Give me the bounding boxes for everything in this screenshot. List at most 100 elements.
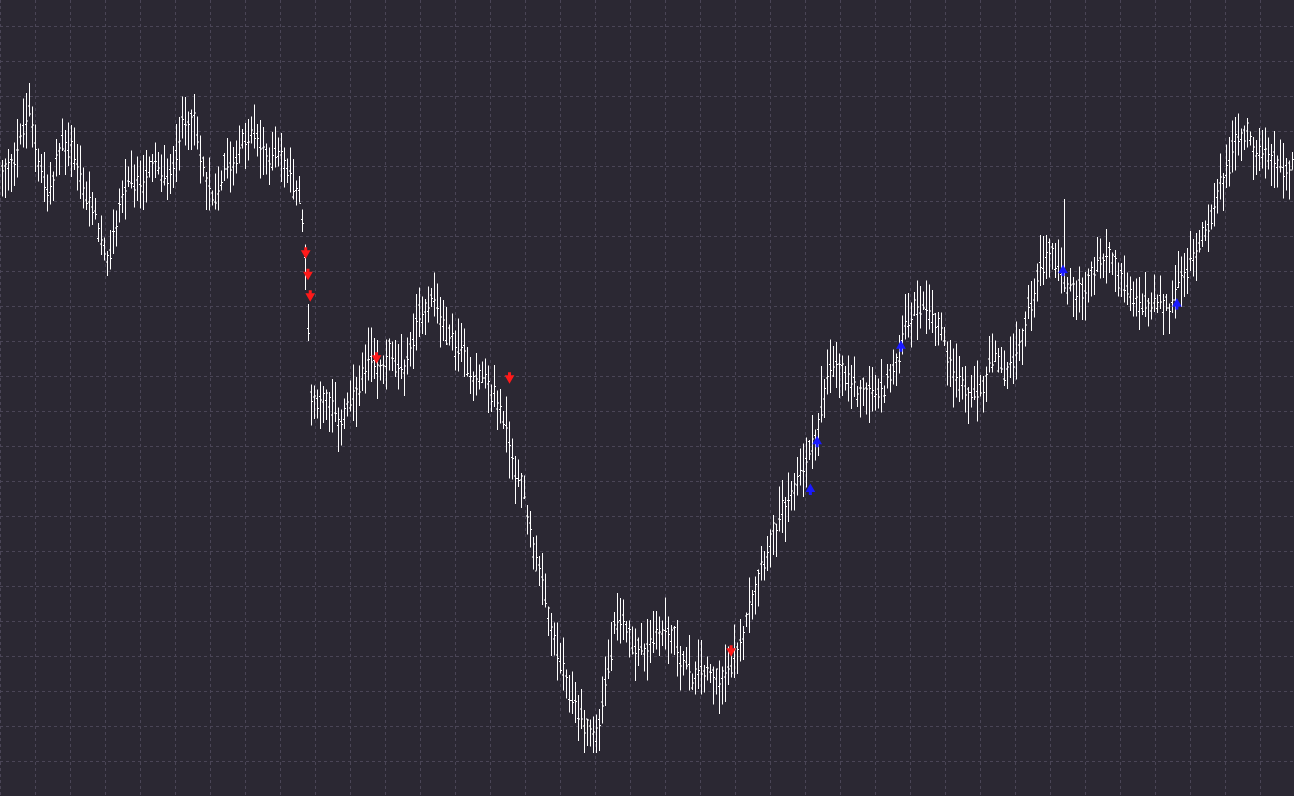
ohlc-bar: [700, 640, 703, 695]
ohlc-bar: [1069, 267, 1072, 292]
ohlc-bar: [37, 148, 40, 182]
ohlc-bar: [424, 299, 427, 336]
ohlc-bar: [268, 147, 271, 186]
ohlc-bar: [151, 154, 154, 182]
ohlc-bar: [358, 365, 361, 406]
ohlc-bar: [967, 386, 970, 424]
ohlc-bar: [397, 343, 400, 390]
ohlc-bar: [1045, 235, 1048, 280]
ohlc-bar: [388, 338, 391, 371]
ohlc-bar: [1024, 311, 1027, 347]
ohlc-bar: [205, 172, 208, 210]
ohlc-bar: [1126, 272, 1129, 305]
ohlc-bar: [367, 327, 370, 381]
ohlc-bar: [964, 365, 967, 413]
ohlc-bar: [1105, 228, 1108, 284]
ohlc-bar: [439, 297, 442, 348]
ohlc-bar: [337, 407, 340, 453]
ohlc-bar: [823, 379, 826, 419]
ohlc-bar: [481, 361, 484, 384]
ohlc-bar: [709, 663, 712, 683]
ohlc-bar: [145, 150, 148, 203]
ohlc-bar: [106, 250, 109, 276]
ohlc-bar: [343, 398, 346, 429]
ohlc-bar: [721, 666, 724, 705]
ohlc-bar: [292, 158, 295, 200]
ohlc-bar: [928, 284, 931, 330]
ohlc-bar: [1213, 183, 1216, 227]
ohlc-bars: [1, 83, 1294, 753]
ohlc-bar: [874, 375, 877, 411]
ohlc-bar: [1090, 261, 1093, 297]
ohlc-bar: [1282, 143, 1285, 199]
ohlc-bar: [667, 616, 670, 664]
ohlc-bar: [781, 479, 784, 533]
ohlc-bar: [10, 153, 13, 193]
ohlc-bar: [562, 637, 565, 691]
ohlc-bar: [1210, 204, 1213, 230]
ohlc-bar: [460, 323, 463, 362]
ohlc-bar: [922, 291, 925, 311]
ohlc-bar: [76, 143, 79, 191]
ohlc-bar: [46, 174, 49, 212]
ohlc-bar: [625, 621, 628, 643]
ohlc-bar: [295, 180, 298, 206]
ohlc-bar: [1165, 293, 1168, 312]
sell-arrow-icon: [303, 268, 313, 281]
ohlc-bar: [811, 415, 814, 470]
ohlc-bar: [1264, 127, 1267, 179]
ohlc-bar: [190, 109, 193, 150]
ohlc-bar: [1255, 140, 1258, 176]
ohlc-bar: [346, 392, 349, 417]
ohlc-bar: [889, 363, 892, 393]
ohlc-bar: [973, 365, 976, 401]
ohlc-bar: [412, 313, 415, 369]
ohlc-bar: [301, 209, 304, 233]
ohlc-bar: [451, 313, 454, 351]
ohlc-bar: [871, 367, 874, 412]
ohlc-bar: [763, 551, 766, 581]
sell-arrow-shape: [300, 247, 311, 259]
sell-arrow-shape: [726, 645, 736, 657]
ohlc-bar: [223, 153, 226, 181]
buy-arrow-icon: [1058, 264, 1068, 277]
ohlc-bar: [715, 668, 718, 695]
ohlc-bar: [313, 385, 316, 420]
ohlc-bar: [310, 384, 313, 426]
ohlc-bar: [1261, 129, 1264, 169]
ohlc-bar: [478, 364, 481, 390]
ohlc-bar: [1183, 253, 1186, 298]
ohlc-bar: [610, 622, 613, 671]
ohlc-bar: [1249, 131, 1252, 146]
ohlc-bar: [1180, 256, 1183, 308]
ohlc-bar: [898, 334, 901, 374]
ohlc-bar: [457, 318, 460, 372]
sell-arrow-icon: [300, 247, 311, 259]
ohlc-bar: [181, 96, 184, 139]
ohlc-bar: [541, 552, 544, 606]
ohlc-bar: [1051, 243, 1054, 270]
ohlc-bar: [148, 156, 151, 178]
ohlc-bar: [862, 377, 865, 406]
ohlc-bar: [1015, 321, 1018, 380]
buy-arrow-shape: [1172, 298, 1182, 310]
ohlc-bar: [232, 147, 235, 186]
ohlc-bar: [976, 360, 979, 422]
ohlc-bar: [484, 358, 487, 389]
ohlc-bar: [16, 119, 19, 178]
ohlc-bar: [925, 280, 928, 334]
ohlc-bar: [1246, 117, 1249, 148]
ohlc-bar: [271, 132, 274, 171]
ohlc-bar: [637, 637, 640, 667]
ohlc-bar: [643, 643, 646, 672]
ohlc-bar: [400, 334, 403, 379]
ohlc-bar: [793, 473, 796, 511]
ohlc-bar: [1198, 229, 1201, 253]
ohlc-bar: [985, 366, 988, 403]
ohlc-bar: [469, 357, 472, 394]
ohlc-bar: [607, 639, 610, 679]
ohlc-bar: [376, 339, 379, 400]
ohlc-bar: [298, 175, 301, 205]
